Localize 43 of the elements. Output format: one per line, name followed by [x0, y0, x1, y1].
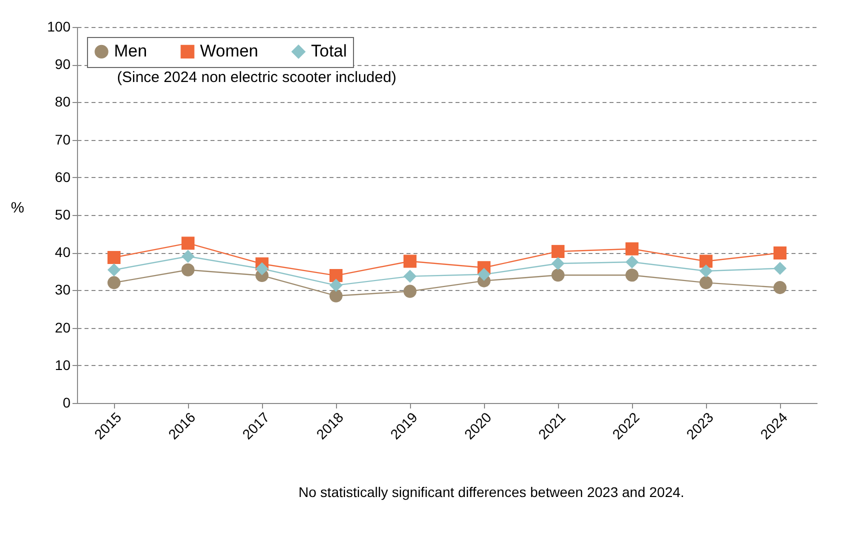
- point: [625, 268, 639, 282]
- point: [107, 276, 121, 290]
- y-tick-label: 30: [54, 282, 71, 298]
- y-axis-title: %: [10, 200, 24, 216]
- y-tick-label: 80: [54, 94, 71, 110]
- point: [773, 246, 787, 260]
- point: [699, 254, 713, 268]
- y-tick-label: 20: [54, 319, 71, 336]
- legend-label: Total: [311, 42, 347, 61]
- point: [403, 254, 417, 268]
- point: [107, 250, 121, 264]
- point: [181, 263, 195, 276]
- point: [477, 268, 491, 281]
- y-tick-label: 60: [54, 168, 71, 185]
- point: [403, 270, 417, 283]
- point: [625, 255, 639, 269]
- annotation: (Since 2024 non electric scooter included): [117, 69, 396, 86]
- y-tick-label: 50: [54, 206, 71, 222]
- point: [107, 263, 121, 276]
- y-tick-label: 90: [54, 56, 71, 72]
- legend-label: Women: [200, 42, 258, 61]
- point: [329, 269, 343, 282]
- point: [329, 278, 343, 292]
- point: [773, 281, 787, 294]
- legend-label: Men: [114, 42, 148, 61]
- point: [551, 256, 565, 270]
- point: [181, 250, 195, 263]
- point: [255, 262, 269, 276]
- y-tick-label: 0: [62, 394, 71, 410]
- point: [551, 268, 565, 282]
- point: [699, 276, 713, 290]
- y-tick-label: 70: [54, 131, 71, 148]
- point: [329, 289, 343, 302]
- text: No statistically significant differences between 2023 and 2024.: [298, 484, 684, 500]
- y-tick-label: 40: [54, 244, 71, 260]
- point: [699, 264, 713, 278]
- point: [551, 244, 565, 258]
- point: [625, 242, 639, 256]
- y-tick-label: 10: [54, 356, 71, 373]
- y-tick-label: 100: [47, 18, 71, 34]
- point: [403, 284, 417, 298]
- point: [181, 236, 195, 250]
- point: [773, 262, 787, 275]
